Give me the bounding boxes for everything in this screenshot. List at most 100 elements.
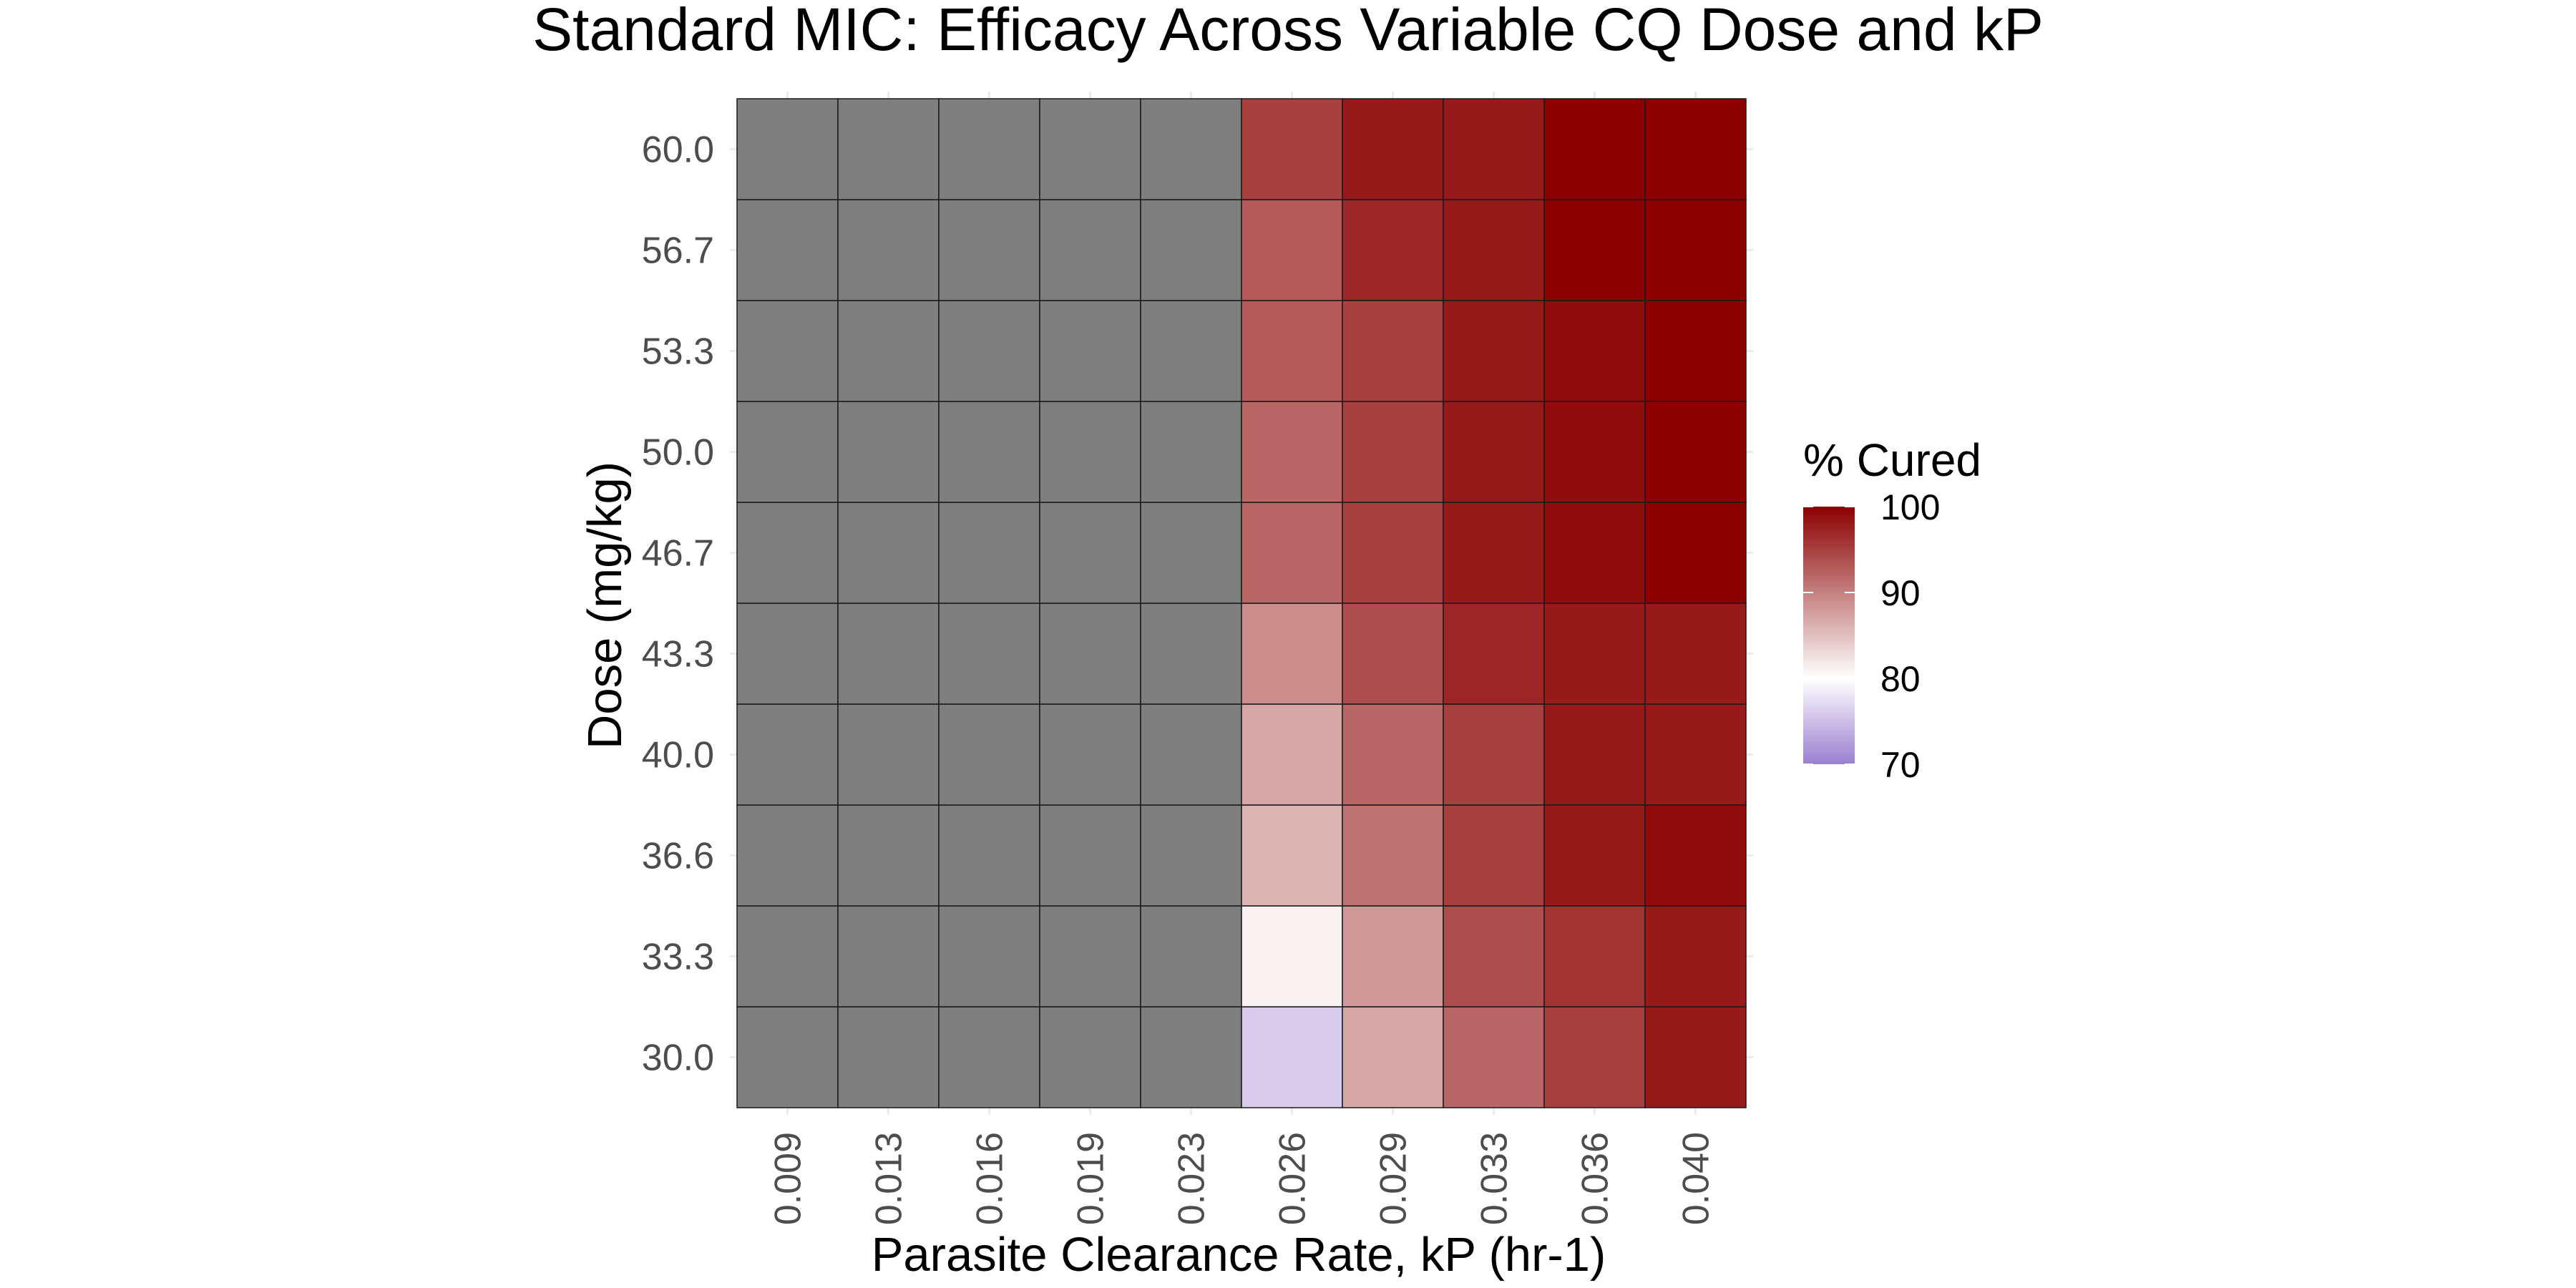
heatmap-cell <box>837 804 940 907</box>
x-tick-label: 0.036 <box>1575 1132 1616 1225</box>
x-axis-ticks: 0.009 0.013 0.016 0.019 0.023 0.026 0.029 0.033… <box>768 1132 1717 1225</box>
heatmap-cell <box>938 703 1040 806</box>
heatmap-cell <box>938 502 1040 604</box>
heatmap-cell <box>1443 703 1545 806</box>
heatmap-cell <box>736 401 839 503</box>
heatmap-cell <box>837 98 940 200</box>
legend-title: % Cured <box>1803 434 1981 486</box>
heatmap-cell <box>1443 905 1545 1008</box>
legend-tick-label: 90 <box>1880 573 1921 613</box>
heatmap-cell <box>736 602 839 705</box>
y-tick-label: 60.0 <box>642 130 714 171</box>
heatmap-cell <box>1443 502 1545 604</box>
heatmap-cell <box>736 804 839 907</box>
legend-tick-label: 80 <box>1880 659 1921 699</box>
y-axis-ticks: 30.0 33.3 36.6 40.0 43.3 46.7 50.0 53.3 56.7 60.0 <box>642 130 714 1079</box>
heatmap-cell <box>736 98 839 200</box>
heatmap-cell <box>1039 1006 1141 1108</box>
heatmap-cell <box>837 502 940 604</box>
x-tick-label: 0.026 <box>1272 1132 1314 1225</box>
heatmap-cell <box>1140 1006 1242 1108</box>
heatmap-cell <box>837 703 940 806</box>
heatmap-cell <box>938 300 1040 402</box>
heatmap-cell <box>1543 703 1646 806</box>
heatmap-cell <box>1140 905 1242 1008</box>
heatmap-cell <box>1443 98 1545 200</box>
heatmap-cell <box>736 502 839 604</box>
heatmap-cell <box>1039 703 1141 806</box>
heatmap-cell <box>1644 199 1747 301</box>
heatmap-cell <box>1241 502 1343 604</box>
heatmap-cell <box>1342 1006 1444 1108</box>
heatmap-cell <box>1543 905 1646 1008</box>
heatmap-cell <box>1140 804 1242 907</box>
heatmap-cell <box>1443 602 1545 705</box>
legend: % Cured 100 90 80 70 <box>1803 434 1981 785</box>
heatmap-cell <box>837 602 940 705</box>
heatmap-cell <box>1140 401 1242 503</box>
heatmap-cell <box>938 1006 1040 1108</box>
heatmap-cells <box>736 98 1747 1108</box>
x-tick-label: 0.029 <box>1373 1132 1415 1225</box>
heatmap-cell <box>1644 602 1747 705</box>
y-tick-label: 46.7 <box>642 533 714 575</box>
heatmap-cell <box>1039 401 1141 503</box>
legend-colorbar <box>1803 507 1855 764</box>
heatmap-cell <box>1039 300 1141 402</box>
heatmap-cell <box>1140 703 1242 806</box>
heatmap-cell <box>1140 502 1242 604</box>
heatmap-cell <box>1140 602 1242 705</box>
heatmap-cell <box>1039 804 1141 907</box>
heatmap-cell <box>736 300 839 402</box>
y-tick-label: 50.0 <box>642 432 714 474</box>
heatmap-cell <box>1543 199 1646 301</box>
heatmap-cell <box>1140 98 1242 200</box>
heatmap-cell <box>1241 804 1343 907</box>
heatmap-cell <box>1644 502 1747 604</box>
heatmap-cell <box>1241 199 1343 301</box>
y-tick-label: 43.3 <box>642 634 714 675</box>
x-tick-label: 0.019 <box>1070 1132 1112 1225</box>
heatmap-cell <box>1342 300 1444 402</box>
heatmap-cell <box>1039 199 1141 301</box>
legend-tick-label: 100 <box>1880 487 1940 527</box>
heatmap-cell <box>1644 1006 1747 1108</box>
heatmap-cell <box>1342 703 1444 806</box>
heatmap-cell <box>938 199 1040 301</box>
heatmap-cell <box>1644 905 1747 1008</box>
heatmap-cell <box>1543 401 1646 503</box>
heatmap-cell <box>1644 300 1747 402</box>
chart-title: Standard MIC: Efficacy Across Variable C… <box>532 0 2044 63</box>
y-tick-label: 56.7 <box>642 230 714 272</box>
heatmap-cell <box>1443 401 1545 503</box>
heatmap-cell <box>1543 300 1646 402</box>
heatmap-cell <box>1039 98 1141 200</box>
heatmap-cell <box>1543 804 1646 907</box>
heatmap-cell <box>1543 502 1646 604</box>
x-tick-label: 0.033 <box>1474 1132 1516 1225</box>
heatmap-cell <box>1241 905 1343 1008</box>
heatmap-cell <box>837 401 940 503</box>
heatmap-cell <box>1241 602 1343 705</box>
heatmap-cell <box>1241 401 1343 503</box>
heatmap-cell <box>1241 1006 1343 1108</box>
heatmap-cell <box>1443 804 1545 907</box>
heatmap-cell <box>1140 199 1242 301</box>
x-tick-label: 0.040 <box>1676 1132 1717 1225</box>
heatmap-cell <box>1644 401 1747 503</box>
heatmap-cell <box>1342 502 1444 604</box>
y-tick-label: 36.6 <box>642 836 714 877</box>
y-axis-title: Dose (mg/kg) <box>578 462 632 749</box>
y-tick-label: 33.3 <box>642 937 714 978</box>
heatmap-cell <box>1342 199 1444 301</box>
heatmap-cell <box>1644 804 1747 907</box>
heatmap-cell <box>736 1006 839 1108</box>
y-tick-label: 40.0 <box>642 735 714 776</box>
heatmap-cell <box>1342 804 1444 907</box>
heatmap-cell <box>938 602 1040 705</box>
heatmap-cell <box>1543 98 1646 200</box>
heatmap-cell <box>837 1006 940 1108</box>
heatmap-cell <box>938 905 1040 1008</box>
heatmap-cell <box>1241 300 1343 402</box>
